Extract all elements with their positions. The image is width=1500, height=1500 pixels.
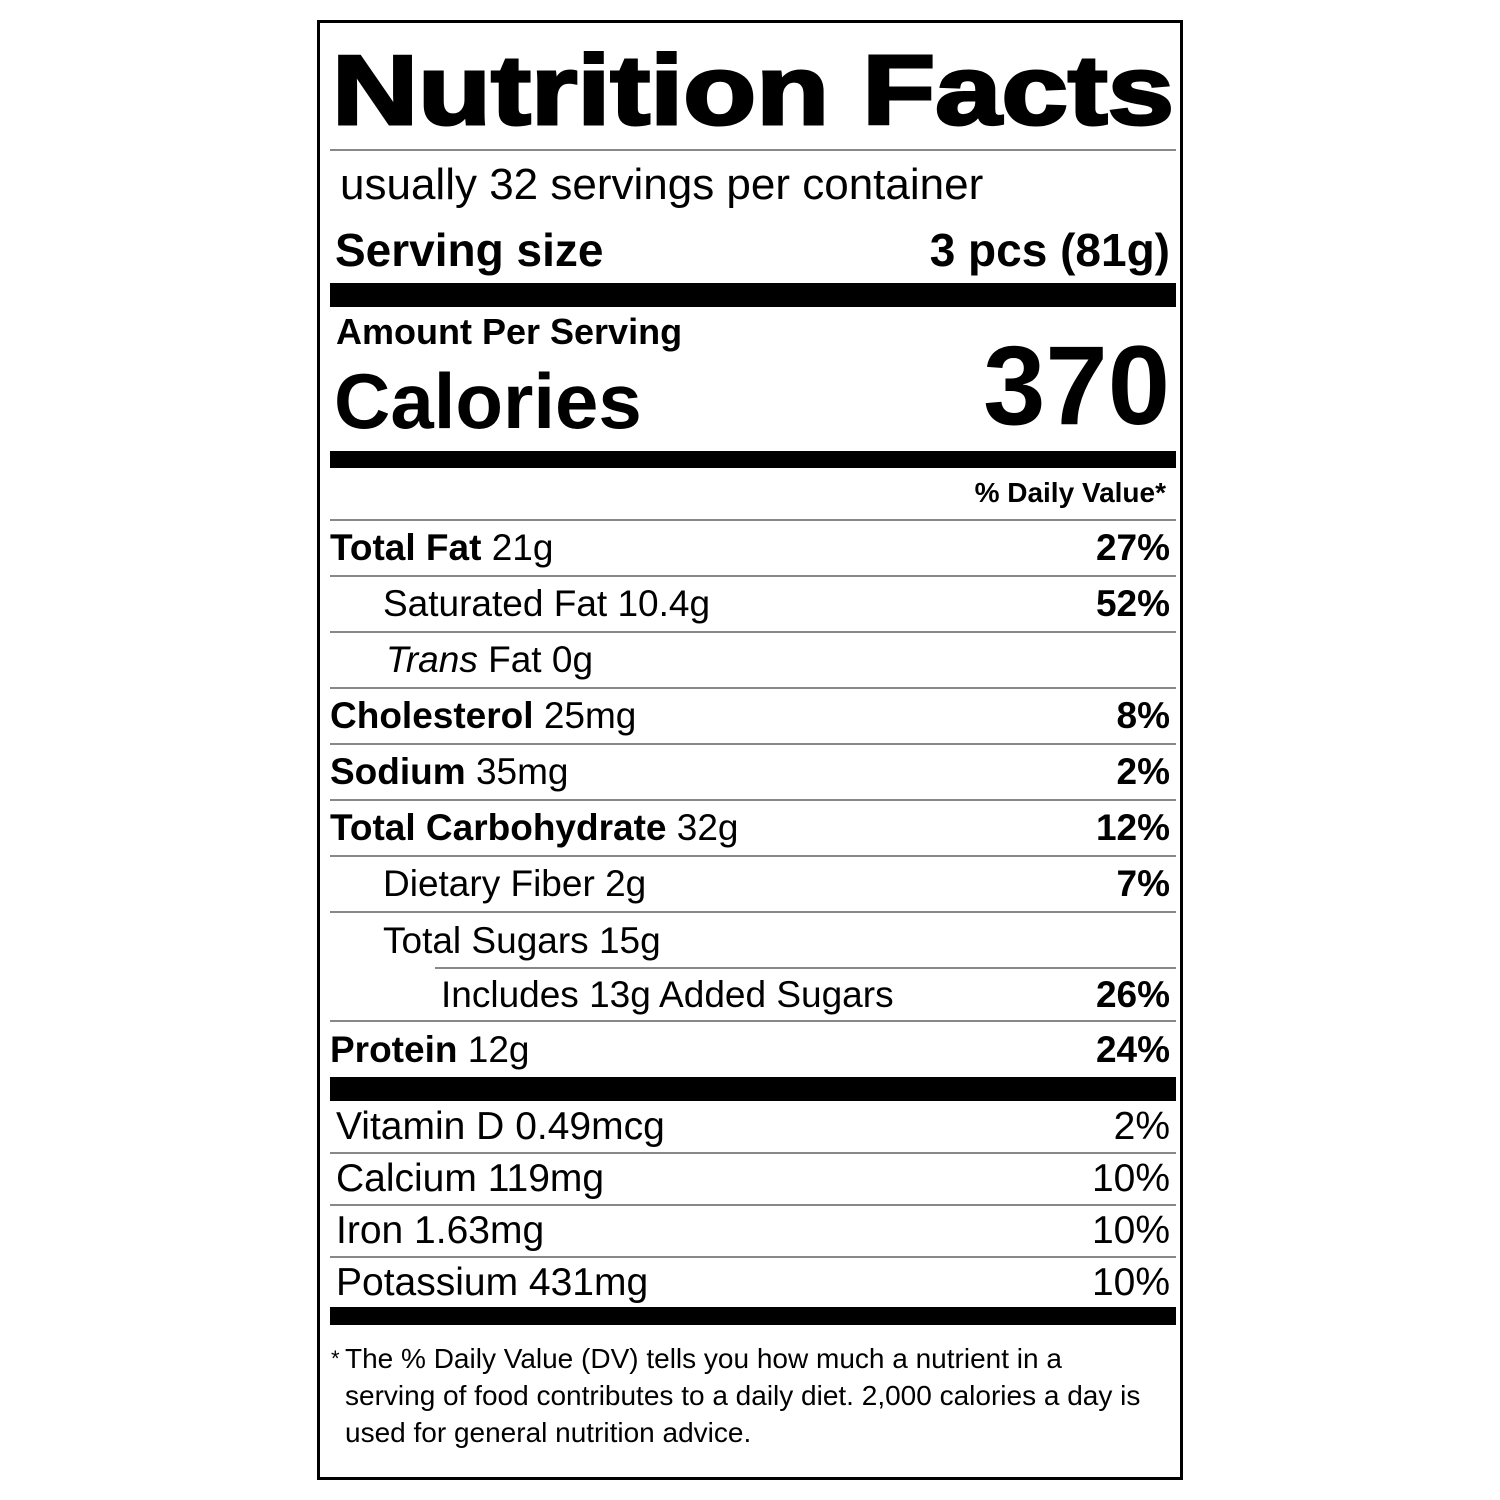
- nutrient-amount: 32g: [676, 807, 739, 848]
- nutrient-dv: 52%: [1095, 583, 1170, 624]
- serving-size-row: Serving size 3 pcs (81g): [335, 224, 1170, 276]
- nutrient-row: Total Carbohydrate 32g 12%: [330, 801, 1176, 857]
- nutrient-amount: 12g: [467, 1028, 530, 1070]
- nutrient: Trans Fat 0g: [330, 639, 593, 681]
- nutrient-dv: 8%: [1116, 695, 1170, 736]
- nutrient-amount: 21g: [491, 527, 554, 568]
- vitamin-row: Iron 1.63mg 10%: [330, 1206, 1176, 1258]
- daily-value-header: % Daily Value*: [974, 477, 1166, 508]
- nutrient-row: Cholesterol 25mg 8%: [330, 689, 1176, 745]
- vitamin-dv: 2%: [1113, 1105, 1170, 1148]
- nutrient-name: Dietary Fiber: [383, 863, 595, 904]
- nutrient-amount: 0g: [551, 639, 594, 680]
- nutrient: Dietary Fiber 2g: [330, 863, 646, 905]
- nutrient-name: Sodium: [330, 751, 466, 792]
- nutrient-row: Dietary Fiber 2g 7%: [330, 857, 1176, 913]
- nutrient-amount: 35mg: [475, 751, 569, 792]
- nutrient-name: Total Sugars: [383, 920, 589, 961]
- nutrient-name: Total Fat: [330, 527, 482, 568]
- vitamin: Iron 1.63mg: [336, 1209, 544, 1253]
- label-border: [317, 20, 1183, 1480]
- footnote-mark: *: [331, 1346, 340, 1371]
- calories-label: Calories: [334, 357, 642, 445]
- title: Nutrition Facts: [332, 40, 1174, 140]
- nutrient-name: Total Carbohydrate: [330, 807, 667, 848]
- serving-size-label: Serving size: [335, 224, 604, 276]
- nutrient-row: Total Fat 21g 27%: [330, 521, 1176, 577]
- nutrient-amount: 2g: [605, 863, 647, 904]
- nutrient-row: Protein 12g 24%: [330, 1022, 1176, 1077]
- nutrient-amount: 10.4g: [617, 583, 711, 624]
- vitamin-amount: 431mg: [528, 1260, 649, 1304]
- nutrient-dv: 27%: [1095, 527, 1170, 568]
- vitamin-amount: 1.63mg: [414, 1209, 545, 1252]
- nutrient-amount: 25mg: [543, 695, 637, 736]
- thick-bar: [330, 1307, 1176, 1325]
- nutrient-name: Fat: [488, 639, 542, 680]
- nutrient: Saturated Fat 10.4g: [330, 583, 710, 625]
- nutrient-row: Includes 13g Added Sugars 26%: [330, 969, 1176, 1022]
- nutrient: Total Fat 21g: [330, 527, 553, 569]
- divider: [435, 967, 1176, 969]
- nutrient-name: Protein: [330, 1028, 458, 1070]
- amount-per-serving: Amount Per Serving: [336, 311, 683, 352]
- nutrient-amount: 15g: [598, 920, 661, 961]
- thick-bar: [330, 1077, 1176, 1101]
- vitamin-name: Potassium: [336, 1260, 519, 1304]
- nutrient-row: Saturated Fat 10.4g 52%: [330, 577, 1176, 633]
- nutrient: Total Sugars 15g: [330, 920, 661, 962]
- vitamin-dv: 10%: [1091, 1157, 1170, 1200]
- nutrient-name-italic: Trans: [386, 639, 478, 680]
- vitamin-amount: 119mg: [487, 1157, 605, 1200]
- vitamin: Potassium 431mg: [336, 1261, 648, 1305]
- vitamin-row: Vitamin D 0.49mcg 2%: [330, 1102, 1176, 1154]
- nutrient-dv: 24%: [1095, 1028, 1170, 1070]
- nutrient-dv: 26%: [1095, 973, 1170, 1015]
- nutrient-row: Trans Fat 0g: [330, 633, 1176, 689]
- nutrient-name: Includes 13g Added Sugars: [441, 973, 894, 1015]
- vitamin-dv: 10%: [1091, 1209, 1170, 1252]
- divider: [330, 149, 1176, 151]
- nutrient-row: Total Sugars 15g: [330, 913, 1176, 969]
- nutrient-dv: 7%: [1116, 863, 1170, 904]
- vitamin-row: Potassium 431mg 10%: [330, 1258, 1176, 1307]
- nutrient-name: Saturated Fat: [383, 583, 608, 624]
- divider: [330, 519, 1176, 521]
- servings: usually 32 servings per container: [340, 160, 984, 209]
- nutrient-dv: 12%: [1095, 807, 1170, 848]
- nutrient: Total Carbohydrate 32g: [330, 807, 738, 849]
- nutrient-name: Cholesterol: [330, 695, 534, 736]
- thick-bar: [330, 451, 1176, 468]
- vitamin: Vitamin D 0.49mcg: [336, 1105, 665, 1149]
- nutrient-row: Sodium 35mg 2%: [330, 745, 1176, 801]
- vitamin-amount: 0.49mcg: [515, 1105, 665, 1148]
- nutrient: Cholesterol 25mg: [330, 695, 636, 737]
- vitamin-name: Iron: [336, 1209, 404, 1252]
- serving-size-value: 3 pcs (81g): [929, 224, 1170, 276]
- vitamin: Calcium 119mg: [336, 1157, 604, 1201]
- nutrient: Sodium 35mg: [330, 751, 569, 793]
- nutrient-dv: 2%: [1116, 751, 1170, 792]
- vitamin-name: Vitamin D: [336, 1105, 505, 1148]
- calories-value: 370: [983, 323, 1170, 448]
- vitamin-name: Calcium: [336, 1157, 477, 1200]
- vitamin-dv: 10%: [1091, 1260, 1170, 1304]
- thick-bar: [330, 283, 1176, 307]
- nutrient: Protein 12g: [330, 1029, 529, 1071]
- footnote-text: The % Daily Value (DV) tells you how muc…: [345, 1343, 1141, 1448]
- vitamin-row: Calcium 119mg 10%: [330, 1154, 1176, 1206]
- title-svg: Nutrition Facts: [331, 40, 1176, 140]
